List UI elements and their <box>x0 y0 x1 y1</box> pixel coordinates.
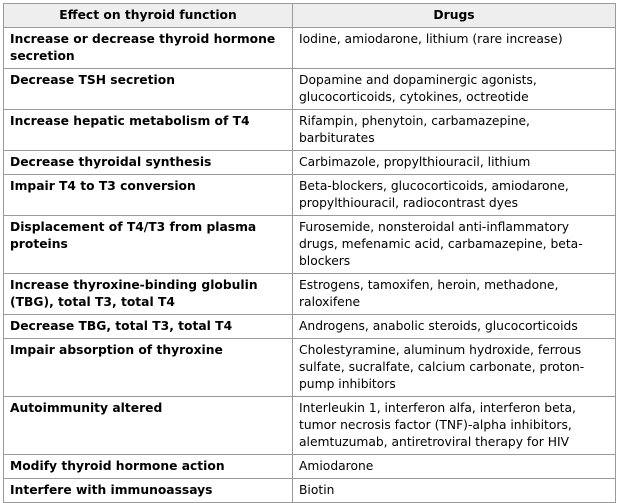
effect-cell: Modify thyroid hormone action <box>3 454 293 479</box>
thyroid-drug-table: Effect on thyroid function Drugs Increas… <box>3 3 616 503</box>
table-row: Impair T4 to T3 conversion Beta-blockers… <box>3 174 616 216</box>
effect-cell: Displacement of T4/T3 from plasma protei… <box>3 215 293 274</box>
table-row: Interfere with immunoassays Biotin <box>3 478 616 503</box>
table-row: Modify thyroid hormone action Amiodarone <box>3 454 616 479</box>
effect-cell: Autoimmunity altered <box>3 396 293 455</box>
drugs-cell: Carbimazole, propylthiouracil, lithium <box>292 150 616 175</box>
table-row: Increase thyroxine-binding globulin (TBG… <box>3 273 616 315</box>
drugs-cell: Dopamine and dopaminergic agonists, gluc… <box>292 68 616 110</box>
header-drugs: Drugs <box>292 3 616 28</box>
table-row: Increase or decrease thyroid hormone sec… <box>3 27 616 69</box>
effect-cell: Increase thyroxine-binding globulin (TBG… <box>3 273 293 315</box>
effect-cell: Decrease TSH secretion <box>3 68 293 110</box>
table-row: Autoimmunity altered Interleukin 1, inte… <box>3 396 616 455</box>
drugs-cell: Biotin <box>292 478 616 503</box>
drugs-cell: Interleukin 1, interferon alfa, interfer… <box>292 396 616 455</box>
table-header: Effect on thyroid function Drugs <box>3 3 616 28</box>
drugs-cell: Beta-blockers, glucocorticoids, amiodaro… <box>292 174 616 216</box>
drugs-cell: Amiodarone <box>292 454 616 479</box>
effect-cell: Interfere with immunoassays <box>3 478 293 503</box>
effect-cell: Impair absorption of thyroxine <box>3 338 293 397</box>
drugs-cell: Iodine, amiodarone, lithium (rare increa… <box>292 27 616 69</box>
effect-cell: Decrease TBG, total T3, total T4 <box>3 314 293 339</box>
effect-cell: Increase or decrease thyroid hormone sec… <box>3 27 293 69</box>
table-row: Decrease thyroidal synthesis Carbimazole… <box>3 150 616 175</box>
effect-cell: Impair T4 to T3 conversion <box>3 174 293 216</box>
header-effect: Effect on thyroid function <box>3 3 293 28</box>
drugs-cell: Rifampin, phenytoin, carbamazepine, barb… <box>292 109 616 151</box>
header-row: Effect on thyroid function Drugs <box>3 3 616 28</box>
effect-cell: Decrease thyroidal synthesis <box>3 150 293 175</box>
table-row: Displacement of T4/T3 from plasma protei… <box>3 215 616 274</box>
drugs-cell: Cholestyramine, aluminum hydroxide, ferr… <box>292 338 616 397</box>
drugs-cell: Furosemide, nonsteroidal anti-inflammato… <box>292 215 616 274</box>
table-row: Decrease TSH secretion Dopamine and dopa… <box>3 68 616 110</box>
effect-cell: Increase hepatic metabolism of T4 <box>3 109 293 151</box>
table-row: Impair absorption of thyroxine Cholestyr… <box>3 338 616 397</box>
drugs-cell: Androgens, anabolic steroids, glucocorti… <box>292 314 616 339</box>
table-row: Increase hepatic metabolism of T4 Rifamp… <box>3 109 616 151</box>
drugs-cell: Estrogens, tamoxifen, heroin, methadone,… <box>292 273 616 315</box>
table-row: Decrease TBG, total T3, total T4 Androge… <box>3 314 616 339</box>
table-body: Increase or decrease thyroid hormone sec… <box>3 27 616 503</box>
